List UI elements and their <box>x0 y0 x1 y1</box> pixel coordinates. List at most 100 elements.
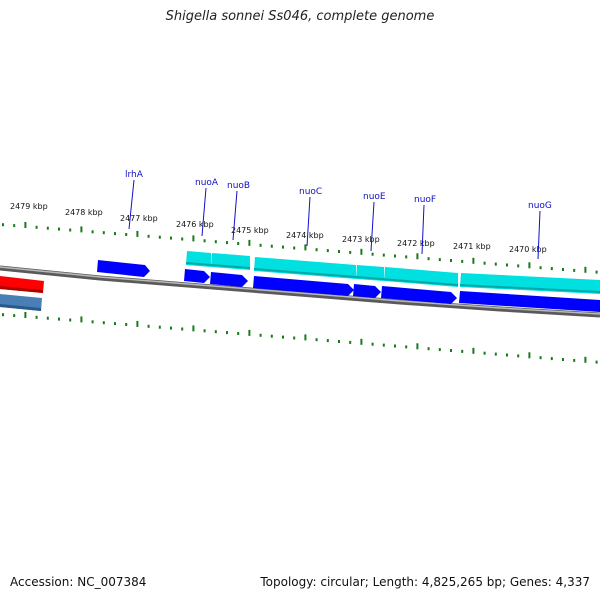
upper-tick <box>494 262 497 266</box>
lower-tick <box>461 349 464 353</box>
upper-tick <box>203 239 206 243</box>
cds-forward-5[interactable] <box>384 267 458 287</box>
lower-tick <box>494 352 497 356</box>
gene-leader-line <box>128 179 135 230</box>
upper-tick <box>405 255 408 259</box>
gene-label-nuoE[interactable]: nuoE <box>363 192 386 202</box>
lower-tick <box>595 360 598 364</box>
lower-tick <box>472 347 475 354</box>
lower-tick <box>13 314 16 318</box>
cds-forward-3[interactable] <box>254 257 356 279</box>
lower-tick <box>326 339 329 343</box>
cds-nuoF[interactable] <box>381 286 457 304</box>
cds-nuoA[interactable] <box>184 269 210 283</box>
lower-tick <box>46 316 49 320</box>
gene-label-lrhA[interactable]: lrhA <box>125 170 144 180</box>
lower-tick <box>102 321 105 325</box>
lower-tick <box>24 312 27 318</box>
upper-tick <box>181 237 184 241</box>
gene-leader-line <box>537 210 541 260</box>
gene-labels: lrhA nuoA nuoB nuoC nuoE nuoF nuoG <box>125 170 552 260</box>
upper-tick <box>506 263 508 267</box>
upper-tick <box>13 224 16 228</box>
cds-nuoG[interactable] <box>459 291 600 312</box>
lower-tick <box>158 325 161 329</box>
upper-tick <box>46 226 49 230</box>
upper-tick <box>69 228 72 232</box>
scale-tick-label: 2477 kbp <box>120 214 158 223</box>
lower-tick <box>226 331 228 335</box>
genome-backbone-highlight <box>0 266 600 315</box>
upper-tick <box>136 230 139 237</box>
upper-tick <box>461 259 464 263</box>
upper-tick <box>125 233 128 236</box>
lower-tick <box>438 348 441 352</box>
upper-tick <box>214 240 217 244</box>
gene-label-nuoG[interactable]: nuoG <box>528 201 552 211</box>
scale-tick-labels: 2479 kbp 2478 kbp 2477 kbp 2476 kbp 2475 kbp… <box>10 202 547 254</box>
upper-tick <box>58 227 60 231</box>
gene-label-nuoC[interactable]: nuoC <box>299 187 322 197</box>
upper-tick <box>584 266 587 273</box>
lower-tick <box>371 342 374 346</box>
scale-tick-label: 2476 kbp <box>176 220 214 229</box>
upper-tick <box>315 248 318 252</box>
cds-nuoE[interactable] <box>353 284 381 298</box>
scale-tick-label: 2475 kbp <box>231 226 269 235</box>
gene-leader-line <box>232 190 238 241</box>
genome-backbone <box>0 265 600 318</box>
gene-label-nuoB[interactable]: nuoB <box>227 181 250 191</box>
lower-tick <box>304 334 307 341</box>
lower-tick <box>136 320 139 327</box>
lower-tick <box>550 357 553 361</box>
upper-tick <box>304 244 307 251</box>
gene-label-nuoF[interactable]: nuoF <box>414 195 436 205</box>
cds-lrhA[interactable] <box>97 260 150 277</box>
upper-tick <box>158 235 161 239</box>
upper-tick <box>170 236 172 240</box>
upper-tick <box>259 243 262 247</box>
cds-nuoC[interactable] <box>253 276 354 296</box>
scale-tick-rows <box>2 222 598 364</box>
upper-tick <box>147 234 150 238</box>
lower-tick <box>405 345 408 349</box>
upper-tick <box>114 232 116 236</box>
lower-tick <box>248 329 251 336</box>
scale-tick-label: 2473 kbp <box>342 235 380 244</box>
upper-tick <box>416 253 419 260</box>
upper-tick <box>248 239 251 246</box>
lower-tick <box>382 343 385 347</box>
upper-tick <box>550 267 553 271</box>
upper-tick <box>483 261 486 265</box>
scale-tick-label: 2479 kbp <box>10 202 48 211</box>
upper-tick <box>472 257 475 264</box>
upper-tick <box>102 231 105 235</box>
upper-tick <box>2 223 4 227</box>
lower-tick <box>360 338 363 345</box>
lower-tick <box>450 349 452 352</box>
upper-tick <box>438 258 441 262</box>
lower-tick <box>91 320 94 324</box>
scale-tick-label: 2470 kbp <box>509 245 547 254</box>
lower-tick <box>69 318 72 322</box>
lower-tick <box>259 333 262 337</box>
gene-label-nuoA[interactable]: nuoA <box>195 178 219 188</box>
lower-tick <box>35 315 38 319</box>
cds-nuoB[interactable] <box>210 272 248 287</box>
upper-tick <box>517 264 520 268</box>
lower-tick <box>562 358 564 361</box>
upper-tick <box>573 268 576 272</box>
cds-forward-6[interactable] <box>460 273 600 294</box>
lower-tick <box>483 351 486 355</box>
scale-tick-label: 2474 kbp <box>286 231 324 240</box>
lower-tick <box>58 317 60 321</box>
lower-tick <box>584 356 587 363</box>
upper-tick <box>24 222 27 228</box>
lower-tick <box>181 327 184 331</box>
lower-tick <box>293 336 296 340</box>
lower-tick <box>214 330 217 334</box>
upper-tick <box>562 268 564 271</box>
upper-tick <box>326 249 329 253</box>
upper-tick <box>192 235 195 242</box>
